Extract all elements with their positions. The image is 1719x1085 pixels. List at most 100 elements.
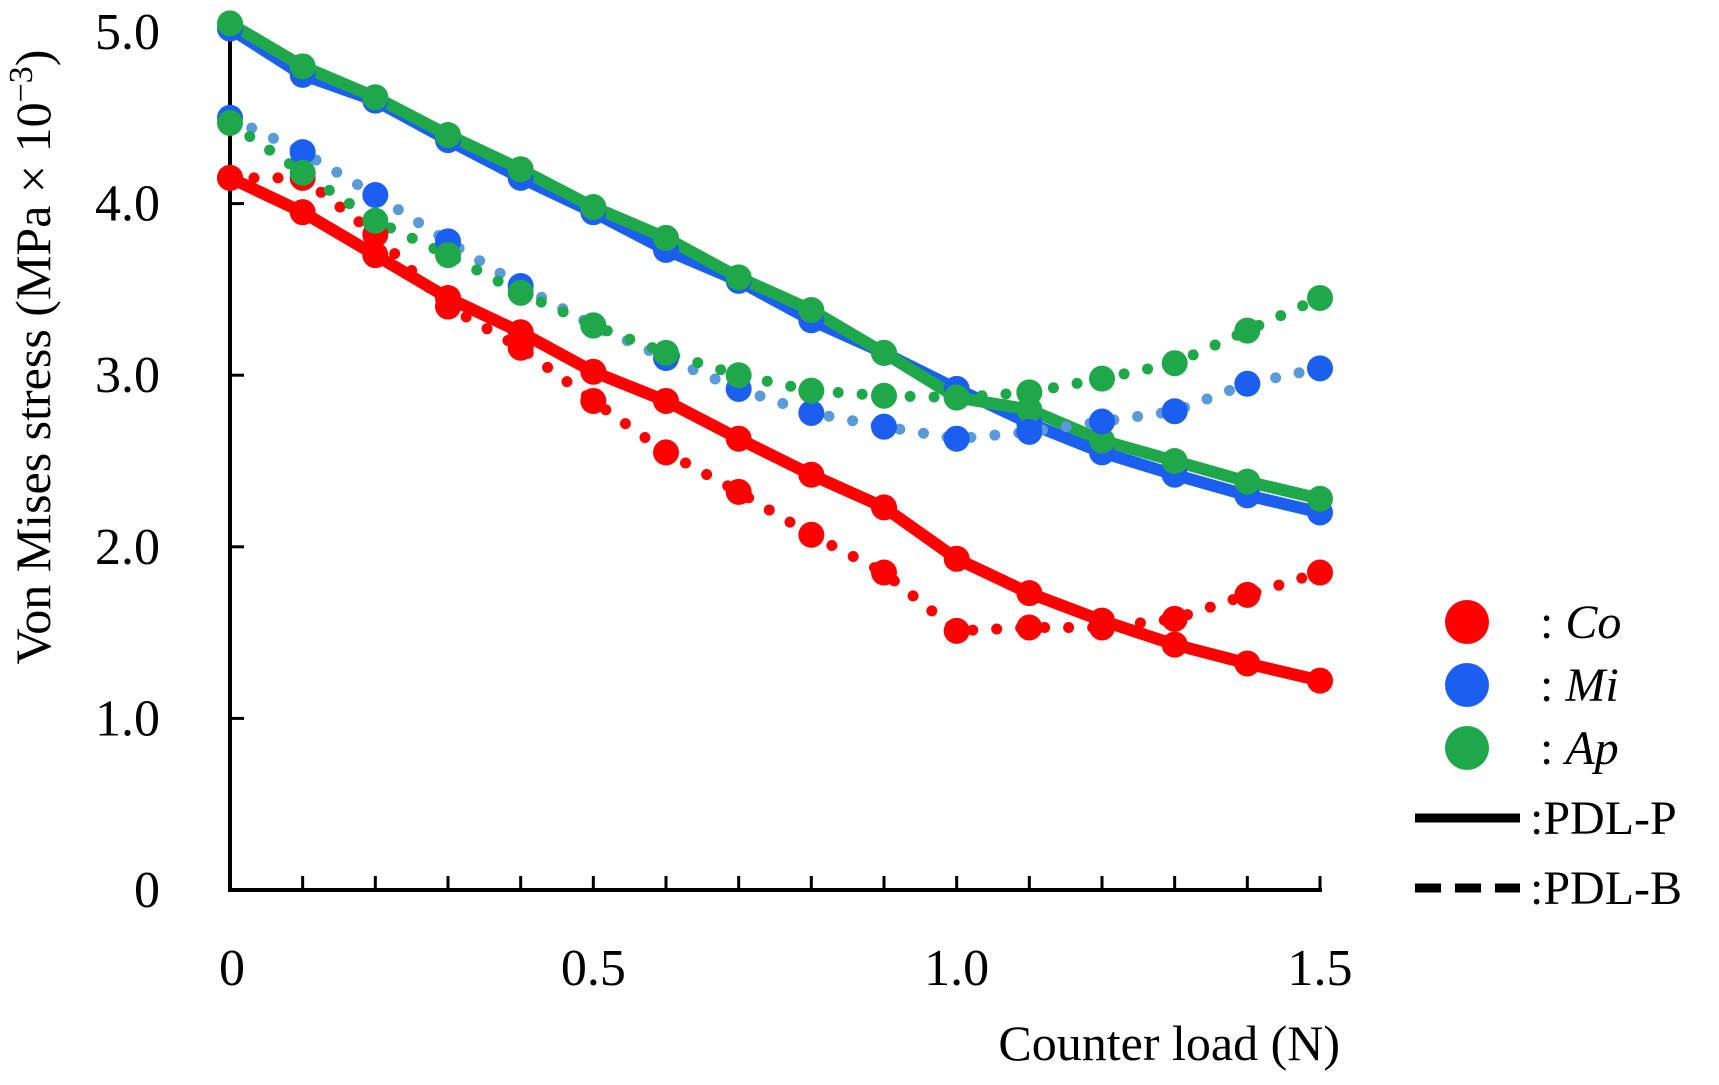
data-point-ap-pdl-b bbox=[289, 159, 316, 186]
data-point-ap-pdl-b bbox=[1161, 350, 1188, 377]
data-point-co-pdl-p bbox=[943, 545, 970, 572]
data-point-ap-pdl-p bbox=[1161, 448, 1188, 474]
legend-label-ap: : Ap bbox=[1540, 722, 1619, 775]
data-point-ap-pdl-b bbox=[217, 109, 243, 136]
data-point-ap-pdl-p bbox=[580, 194, 607, 221]
legend-label-co: : Co bbox=[1540, 596, 1621, 649]
data-point-ap-pdl-b bbox=[1234, 317, 1261, 344]
data-point-co-pdl-b bbox=[217, 164, 243, 191]
legend-label-solid: :PDL-P bbox=[1530, 792, 1677, 845]
data-point-mi-pdl-b bbox=[1234, 370, 1261, 397]
series-line-mi-pdl-b bbox=[224, 112, 1326, 445]
data-point-co-pdl-p bbox=[1234, 650, 1261, 677]
data-point-co-pdl-b bbox=[1089, 614, 1115, 641]
data-point-co-pdl-p bbox=[1307, 667, 1333, 694]
axes: 0 0.5 1.0 1.5 0 1.0 2.0 3.0 4.0 5.0 bbox=[95, 4, 1353, 997]
series-points bbox=[217, 10, 1333, 694]
data-point-ap-pdl-b bbox=[943, 384, 970, 411]
y-axis-title-exponent: −3 bbox=[3, 66, 40, 102]
y-tick-label: 3.0 bbox=[95, 347, 160, 404]
data-point-co-pdl-b bbox=[435, 293, 461, 320]
data-point-co-pdl-b bbox=[653, 439, 679, 466]
data-point-mi-pdl-b bbox=[1161, 398, 1188, 425]
data-point-ap-pdl-b bbox=[580, 312, 607, 339]
data-point-ap-pdl-b bbox=[435, 242, 461, 269]
data-point-ap-pdl-b bbox=[725, 362, 752, 389]
data-point-ap-pdl-b bbox=[1307, 284, 1333, 311]
data-point-ap-pdl-p bbox=[217, 10, 243, 37]
data-point-ap-pdl-b bbox=[871, 382, 897, 409]
data-point-co-pdl-p bbox=[1161, 631, 1188, 658]
data-point-ap-pdl-p bbox=[798, 296, 825, 323]
x-tick-label: 1.5 bbox=[1288, 940, 1353, 997]
data-point-co-pdl-b bbox=[1307, 559, 1333, 586]
data-point-co-pdl-b bbox=[580, 387, 607, 414]
x-tick-label: 0.5 bbox=[561, 940, 626, 997]
data-point-co-pdl-b bbox=[725, 478, 752, 505]
x-axis-title: Counter load (N) bbox=[998, 1015, 1340, 1071]
data-point-ap-pdl-b bbox=[1089, 365, 1115, 392]
y-tick-label: 1.0 bbox=[95, 690, 160, 747]
data-point-co-pdl-b bbox=[507, 334, 534, 361]
data-point-mi-pdl-b bbox=[1016, 418, 1043, 445]
x-tick-label: 0 bbox=[219, 940, 245, 997]
data-point-co-pdl-b bbox=[943, 617, 970, 644]
data-point-ap-pdl-p bbox=[1307, 485, 1333, 512]
data-point-ap-pdl-b bbox=[507, 279, 534, 306]
data-point-co-pdl-p bbox=[725, 425, 752, 452]
data-point-co-pdl-p bbox=[798, 461, 825, 488]
data-point-mi-pdl-b bbox=[798, 399, 825, 426]
data-point-ap-pdl-b bbox=[362, 207, 389, 234]
series-line-co-pdl-p bbox=[224, 171, 1326, 687]
legend-marker-co bbox=[1445, 600, 1489, 644]
data-point-ap-pdl-p bbox=[362, 84, 389, 111]
y-tick-label: 0 bbox=[134, 862, 160, 919]
data-point-ap-pdl-p bbox=[1089, 427, 1115, 454]
legend-label-dashed: :PDL-B bbox=[1530, 862, 1682, 915]
data-point-ap-pdl-p bbox=[725, 264, 752, 291]
data-point-ap-pdl-b bbox=[1016, 379, 1043, 406]
data-point-co-pdl-p bbox=[580, 358, 607, 385]
data-point-ap-pdl-p bbox=[507, 156, 534, 183]
data-point-ap-pdl-p bbox=[289, 53, 316, 80]
data-point-mi-pdl-b bbox=[289, 139, 316, 166]
data-point-mi-pdl-b bbox=[1307, 355, 1333, 382]
data-point-co-pdl-p bbox=[362, 242, 389, 269]
data-point-mi-pdl-b bbox=[871, 413, 897, 440]
series-line-co-pdl-b bbox=[224, 172, 1326, 637]
y-axis-title-close: ) bbox=[5, 50, 61, 67]
x-tick-label: 1.0 bbox=[924, 940, 989, 997]
y-tick-label: 2.0 bbox=[95, 519, 160, 576]
data-point-ap-pdl-b bbox=[653, 339, 679, 366]
series-line-ap-pdl-p bbox=[224, 17, 1326, 505]
y-axis-title-main: Von Mises stress (MPa × 10 bbox=[5, 102, 61, 664]
data-point-ap-pdl-p bbox=[435, 121, 461, 148]
data-point-co-pdl-p bbox=[289, 199, 316, 226]
y-tick-label: 5.0 bbox=[95, 4, 160, 61]
data-point-co-pdl-p bbox=[871, 494, 897, 521]
legend: : Co : Mi : Ap :PDL-P :PDL-B bbox=[1415, 596, 1682, 915]
y-axis-title: Von Mises stress (MPa × 10−3) bbox=[3, 50, 61, 665]
y-tick-label: 4.0 bbox=[95, 176, 160, 233]
series-lines bbox=[224, 17, 1326, 687]
data-point-ap-pdl-p bbox=[1234, 468, 1261, 495]
data-point-mi-pdl-b bbox=[1089, 408, 1115, 435]
data-point-co-pdl-b bbox=[1234, 581, 1261, 608]
data-point-co-pdl-b bbox=[871, 559, 897, 586]
data-point-co-pdl-b bbox=[1016, 614, 1043, 641]
legend-marker-mi bbox=[1445, 663, 1489, 707]
data-point-co-pdl-b bbox=[1161, 605, 1188, 632]
data-point-mi-pdl-b bbox=[362, 182, 389, 209]
data-point-ap-pdl-p bbox=[871, 339, 897, 366]
legend-marker-ap bbox=[1445, 726, 1489, 770]
data-point-ap-pdl-b bbox=[798, 377, 825, 404]
data-point-co-pdl-p bbox=[653, 387, 679, 414]
data-point-co-pdl-p bbox=[1016, 580, 1043, 607]
data-point-mi-pdl-b bbox=[943, 425, 970, 452]
data-point-co-pdl-b bbox=[798, 521, 825, 548]
series-line-ap-pdl-b bbox=[224, 117, 1326, 404]
data-point-ap-pdl-p bbox=[653, 224, 679, 251]
legend-label-mi: : Mi bbox=[1540, 659, 1619, 712]
